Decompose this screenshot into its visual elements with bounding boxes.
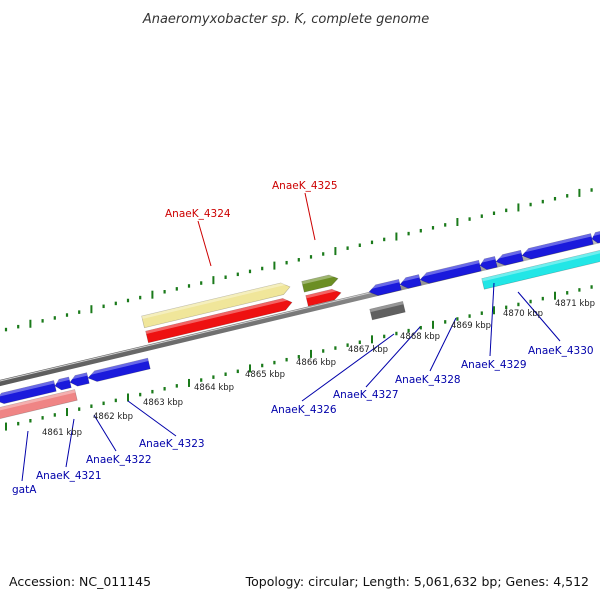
kbp-scale: 4861 kbp 4862 kbp 4863 kbp 4864 kbp 4865 kbp… [42,299,595,438]
gene-shape [141,282,291,329]
kbp-label: 4865 kbp [245,370,285,380]
gene-shape [368,278,402,296]
kbp-label: 4869 kbp [451,321,491,331]
kbp-label: 4867 kbp [348,345,388,355]
gene-shine [399,274,420,283]
gene-label[interactable]: AnaeK_4328 [395,374,461,386]
gene-shine [521,233,592,254]
kbp-label: 4864 kbp [194,383,234,393]
gene-shine [141,282,290,320]
kbp-label: 4863 kbp [143,398,183,408]
gene-9[interactable] [69,372,90,388]
gene-labels: AnaeK_4324 AnaeK_4325 gatA AnaeK_4321 AnaeK_… [12,180,594,496]
gene-14[interactable] [479,256,498,271]
gene-label[interactable]: AnaeK_4330 [528,345,594,357]
gene-shape [305,288,342,307]
leader-line [127,400,177,437]
leader-line [65,418,75,468]
gene-shine [591,230,600,237]
gene-label[interactable]: AnaeK_4324 [165,208,231,220]
gene-label[interactable]: gatA [12,484,37,496]
gene-shape [521,233,594,260]
leader-line [304,192,316,241]
gene-10[interactable] [87,357,151,383]
leader-line [489,282,495,357]
gene-2[interactable] [301,273,340,293]
gene-label[interactable]: AnaeK_4322 [86,454,152,466]
gene-shape [301,274,339,293]
gene-shape [419,259,482,284]
leader-line [365,326,421,388]
gene-6[interactable] [481,249,600,290]
gene-shine [481,249,600,282]
gene-shine [301,274,338,285]
gene-4[interactable] [369,301,406,321]
gene-shape [87,357,151,382]
kbp-label: 4871 kbp [555,299,595,309]
gene-shine [0,380,55,398]
gene-shape [479,256,498,270]
gene-13[interactable] [419,259,482,285]
leader-line [301,333,395,402]
gene-shape [495,249,524,266]
topology-text: Topology: circular; Length: 5,061,632 bp… [245,574,589,589]
gene-shape [69,372,90,387]
leader-line [197,220,212,267]
gene-0[interactable] [141,281,292,329]
gene-8[interactable] [54,376,72,391]
gene-3[interactable] [305,287,343,307]
gene-shine [305,289,341,299]
gene-shape [0,380,57,405]
gene-7[interactable] [0,380,57,406]
gene-12[interactable] [399,274,422,290]
gene-shine [69,372,88,380]
kbp-label: 4862 kbp [93,412,133,422]
kbp-label: 4861 kbp [42,428,82,438]
gene-5[interactable] [0,389,78,420]
gene-shape [369,301,406,321]
leader-line [93,414,117,452]
leader-line [429,317,457,372]
gene-label[interactable]: AnaeK_4321 [36,470,102,482]
gene-shine [54,376,70,384]
gene-15[interactable] [495,249,524,267]
gene-shine [419,260,480,278]
gene-shine [145,298,292,335]
gene-shine [87,358,149,376]
accession-text: Accession: NC_011145 [9,574,152,589]
gene-16[interactable] [521,233,594,261]
gene-shape [399,274,422,289]
gene-track [0,230,600,420]
kbp-label: 4870 kbp [503,309,543,319]
kbp-label: 4868 kbp [400,332,440,342]
gene-shape [591,230,600,244]
tick-marks [4,188,593,431]
label-leaders [21,192,561,482]
gene-shine [495,250,522,260]
gene-1[interactable] [145,297,294,344]
gene-shape [0,389,78,420]
gene-shine [369,301,404,313]
gene-label[interactable]: AnaeK_4325 [272,180,338,192]
gene-label[interactable]: AnaeK_4326 [271,404,337,416]
gene-shine [0,389,76,412]
gene-shape [145,298,293,344]
gene-label[interactable]: AnaeK_4323 [139,438,205,450]
gene-11[interactable] [368,278,402,297]
leader-line [21,430,29,482]
gene-label[interactable]: AnaeK_4329 [461,359,527,371]
gene-shine [368,279,400,290]
gene-shape [481,249,600,290]
kbp-label: 4866 kbp [296,358,336,368]
gene-17[interactable] [591,230,600,244]
gene-shine [479,256,496,264]
gene-shape [54,376,72,391]
map-title: Anaeromyxobacter sp. K, complete genome [142,12,429,27]
gene-label[interactable]: AnaeK_4327 [333,389,399,401]
leader-line [517,291,561,342]
